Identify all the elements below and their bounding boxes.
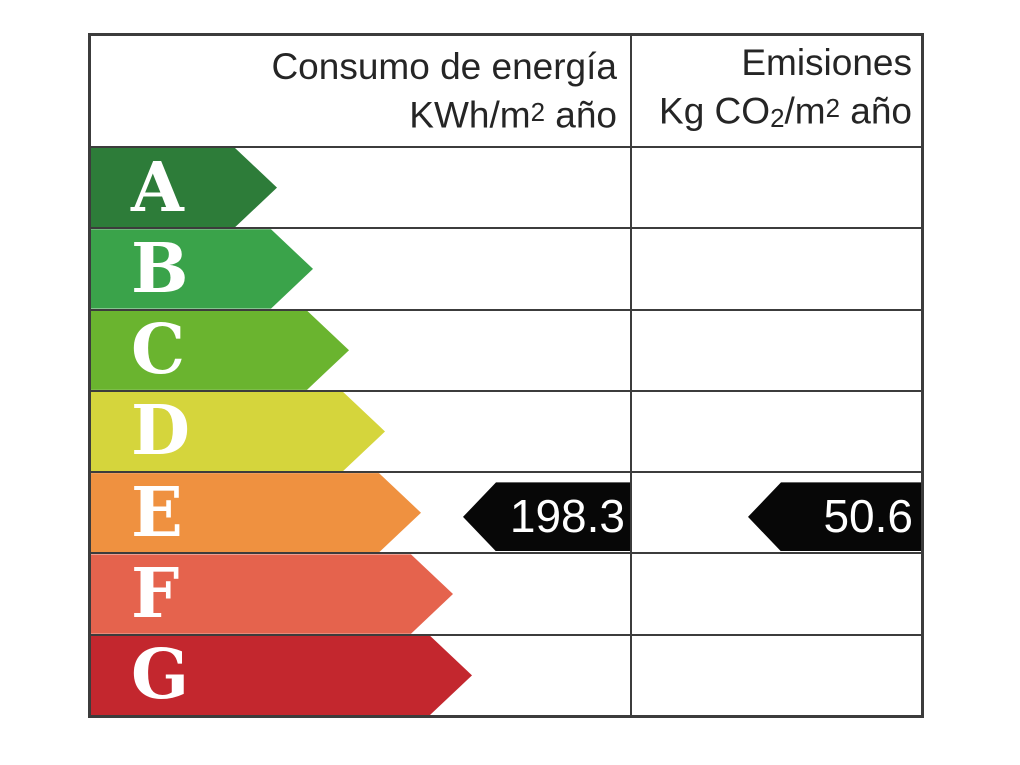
- band-b-emisiones-cell: [630, 229, 921, 309]
- consumo-value: 198.3: [509, 490, 625, 543]
- consumo-header: Consumo de energía KWh/m2 año: [91, 36, 630, 146]
- band-letter-c: C: [131, 310, 186, 391]
- band-row-a: A: [91, 146, 921, 228]
- band-letter-d: D: [131, 391, 190, 472]
- band-g-emisiones-cell: [630, 635, 921, 715]
- band-row-g: G: [91, 633, 921, 715]
- band-f-consumo-cell: F: [91, 554, 630, 633]
- band-arrow-g: G: [91, 636, 472, 715]
- band-d-consumo-cell: D: [91, 392, 630, 471]
- consumo-header-line1: Consumo de energía: [271, 45, 617, 87]
- band-e-emisiones-cell: 50.6: [630, 473, 921, 553]
- emisiones-value-arrow: 50.6: [748, 482, 921, 552]
- emisiones-unit-mid: /m: [784, 90, 826, 132]
- consumo-unit-suffix: año: [544, 94, 617, 136]
- emisiones-unit-subscript: 2: [770, 104, 785, 133]
- band-c-emisiones-cell: [630, 310, 921, 390]
- emisiones-unit-prefix: Kg CO: [659, 90, 771, 132]
- band-f-emisiones-cell: [630, 554, 921, 634]
- consumo-value-arrow: 198.3: [463, 482, 630, 552]
- band-letter-f: F: [131, 554, 180, 635]
- band-row-c: C: [91, 308, 921, 390]
- emisiones-unit-superscript: 2: [825, 95, 840, 124]
- consumo-unit: KWh/m: [409, 94, 531, 136]
- emisiones-header-line2: Kg CO2/m2 año: [659, 86, 912, 142]
- band-e-consumo-cell: E 198.3: [91, 473, 630, 552]
- band-letter-a: A: [131, 147, 184, 228]
- band-arrow-a: A: [91, 148, 277, 227]
- energy-rating-table: Consumo de energía KWh/m2 año Emisiones …: [88, 33, 924, 718]
- band-arrow-c: C: [91, 311, 349, 390]
- band-row-d: D: [91, 389, 921, 472]
- band-g-consumo-cell: G: [91, 636, 630, 715]
- band-arrow-b: B: [91, 229, 313, 308]
- consumo-unit-superscript: 2: [530, 98, 545, 127]
- header-row: Consumo de energía KWh/m2 año Emisiones …: [91, 36, 921, 146]
- band-letter-b: B: [131, 228, 189, 309]
- band-row-f: F: [91, 552, 921, 634]
- band-letter-e: E: [131, 472, 183, 553]
- band-d-emisiones-cell: [630, 391, 921, 472]
- band-arrow-f: F: [91, 554, 453, 633]
- band-row-b: B: [91, 227, 921, 309]
- band-b-consumo-cell: B: [91, 229, 630, 308]
- band-row-e: E 198.3 50.6: [91, 471, 921, 553]
- emisiones-value: 50.6: [823, 490, 913, 543]
- band-letter-g: G: [131, 635, 190, 716]
- emisiones-unit-suffix: año: [839, 90, 912, 132]
- emisiones-header-line1: Emisiones: [741, 42, 912, 84]
- consumo-header-line2: KWh/m2 año: [409, 90, 617, 139]
- band-a-emisiones-cell: [630, 148, 921, 228]
- band-a-consumo-cell: A: [91, 148, 630, 227]
- band-arrow-e: E: [91, 473, 421, 552]
- band-arrow-d: D: [91, 392, 385, 471]
- header-consumo-cell: Consumo de energía KWh/m2 año: [91, 36, 630, 146]
- emisiones-header: Emisiones Kg CO2/m2 año: [632, 36, 921, 146]
- band-c-consumo-cell: C: [91, 311, 630, 390]
- header-emisiones-cell: Emisiones Kg CO2/m2 año: [630, 36, 921, 146]
